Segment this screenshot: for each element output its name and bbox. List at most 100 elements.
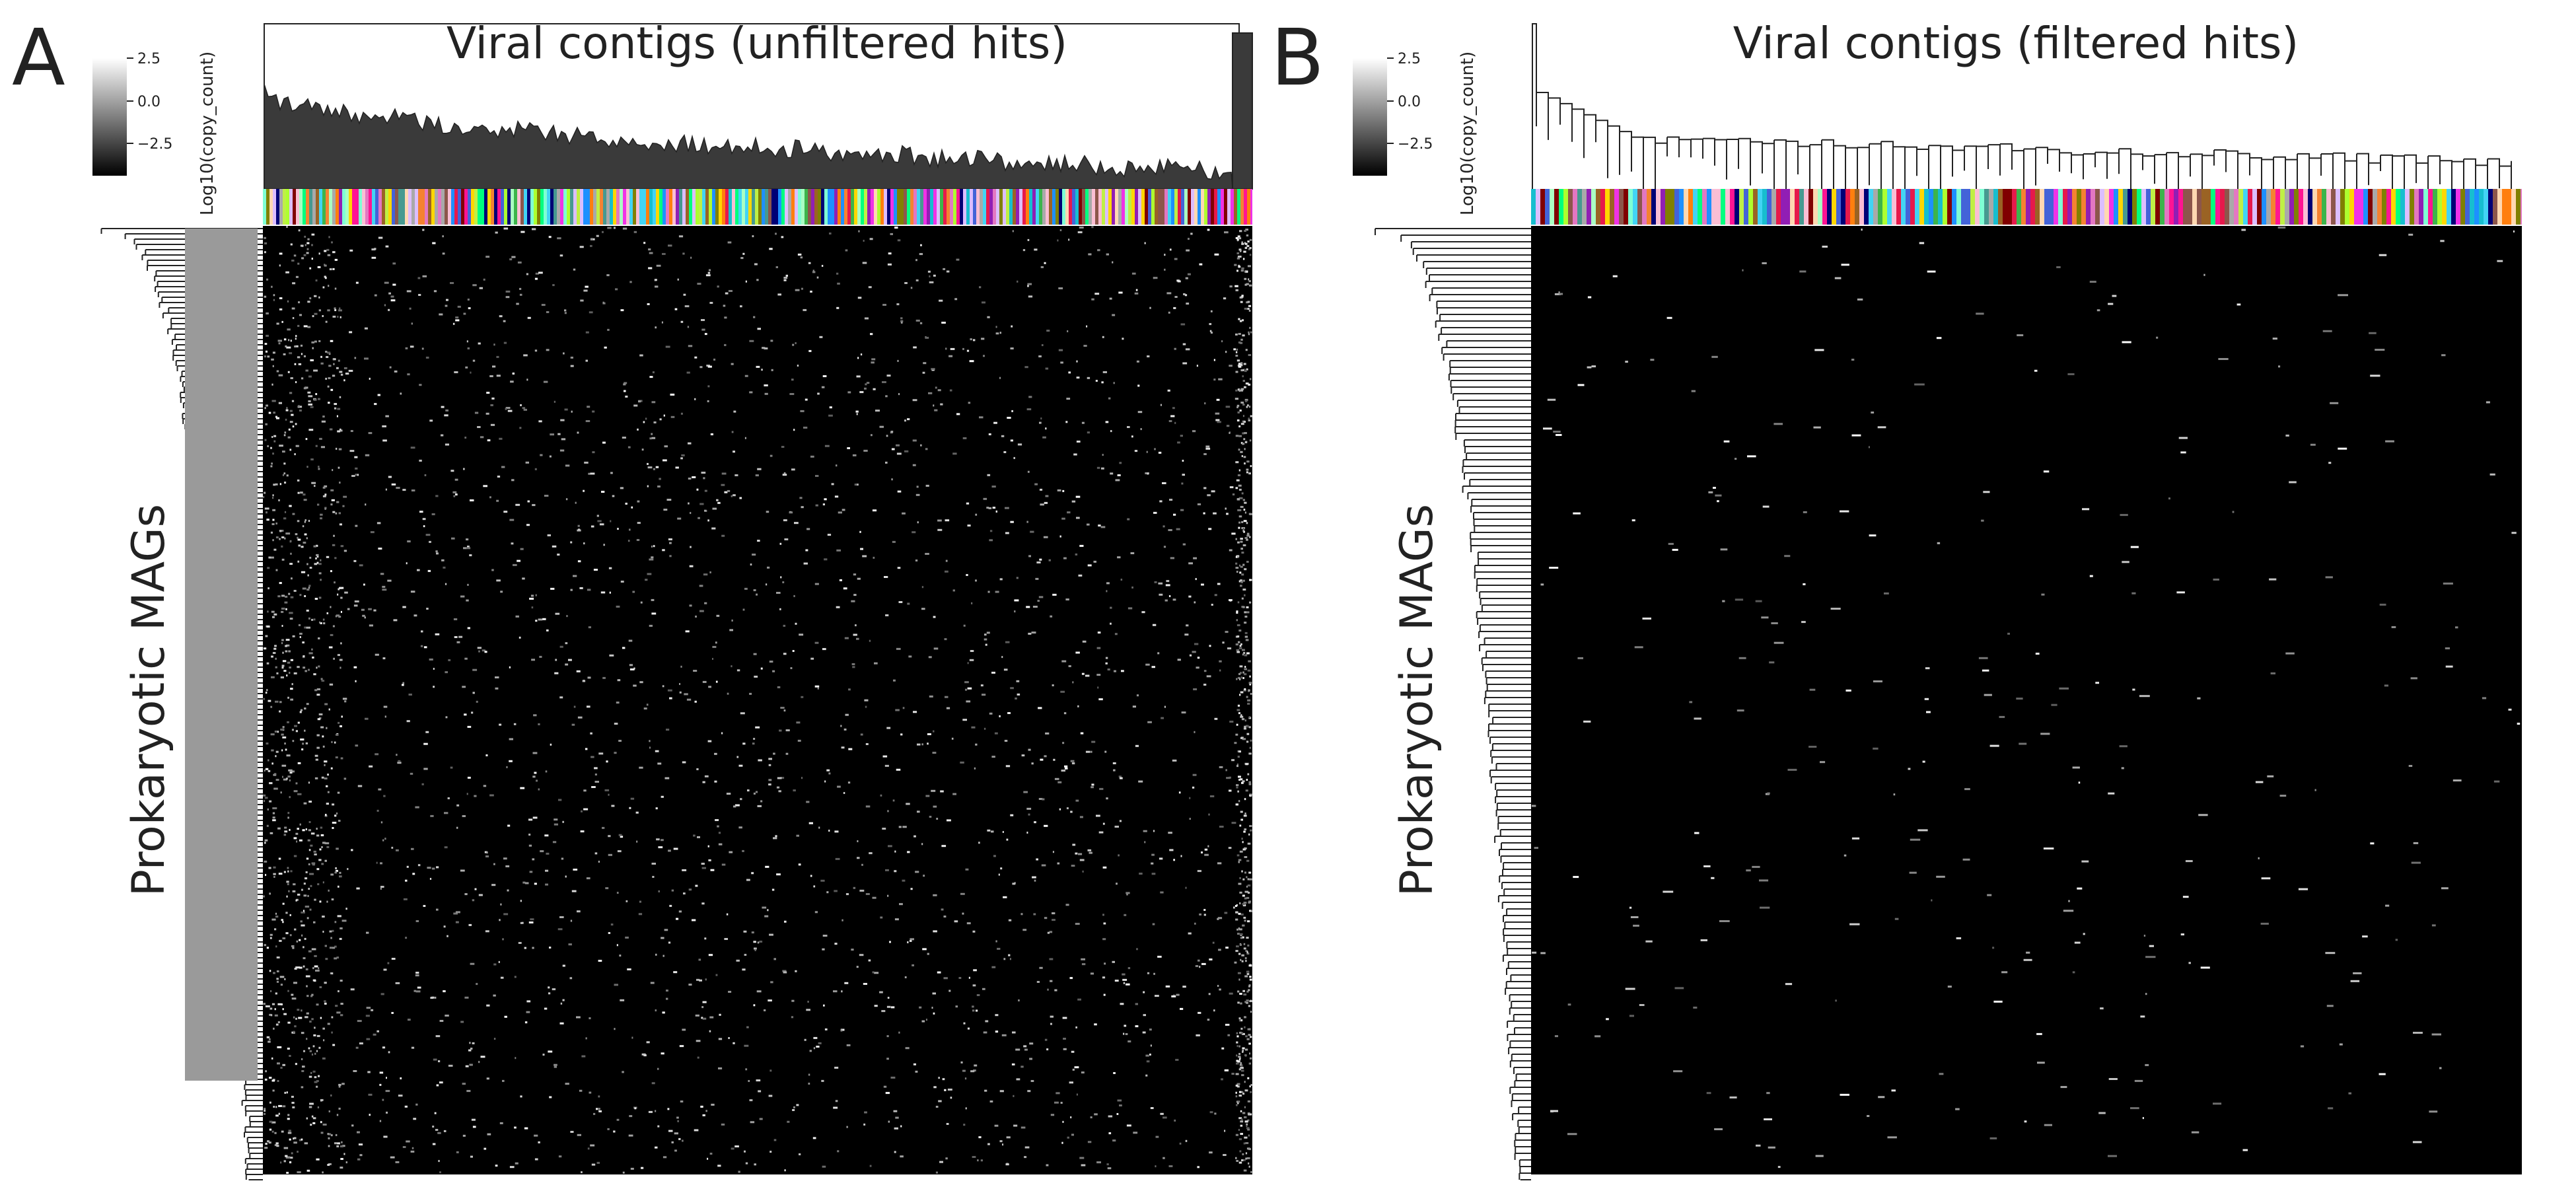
heatmap-hit xyxy=(1841,264,1849,266)
heatmap-hit xyxy=(839,579,842,581)
heatmap-hit xyxy=(307,301,310,303)
heatmap-hit xyxy=(688,442,692,445)
heatmap-hit xyxy=(1199,966,1201,968)
heatmap-hit xyxy=(1081,1071,1085,1074)
heatmap-hit xyxy=(1249,284,1252,287)
heatmap-hit xyxy=(328,1163,330,1166)
heatmap-hit xyxy=(283,1147,289,1149)
heatmap-hit xyxy=(312,315,314,318)
annotation-cell xyxy=(2521,189,2522,225)
heatmap-hit xyxy=(499,919,501,921)
heatmap-hit xyxy=(293,672,297,674)
annotation-cell xyxy=(795,189,798,225)
heatmap-hit xyxy=(293,790,298,793)
heatmap-hit xyxy=(353,1070,357,1072)
heatmap-hit xyxy=(1241,267,1244,270)
heatmap-hit xyxy=(1981,519,1984,522)
heatmap-hit xyxy=(761,369,763,371)
heatmap-hit xyxy=(297,1151,299,1153)
heatmap-hit xyxy=(316,667,318,669)
heatmap-hit xyxy=(1238,1117,1242,1120)
heatmap-hit xyxy=(264,295,267,298)
heatmap-hit xyxy=(1071,1050,1075,1053)
heatmap-hit xyxy=(1170,415,1175,417)
heatmap-hit xyxy=(354,456,358,458)
heatmap-hit xyxy=(320,517,322,520)
heatmap-hit xyxy=(1249,976,1252,978)
heatmap-hit xyxy=(898,601,903,603)
heatmap-hit xyxy=(912,531,916,534)
heatmap-hit xyxy=(598,1110,602,1112)
heatmap-hit xyxy=(1729,1096,1737,1099)
heatmap-hit xyxy=(2497,260,2503,262)
heatmap-hit xyxy=(1159,593,1163,596)
heatmap-hit xyxy=(798,863,801,866)
heatmap-hit xyxy=(301,748,304,750)
heatmap-hit xyxy=(446,299,448,301)
heatmap-hit xyxy=(1236,763,1238,766)
heatmap-hit xyxy=(266,404,268,407)
heatmap-hit xyxy=(1029,1042,1034,1045)
heatmap-hit xyxy=(1244,798,1246,801)
heatmap-hit xyxy=(941,908,944,911)
heatmap-hit xyxy=(437,1132,441,1134)
heatmap-hit xyxy=(529,597,534,600)
heatmap-hit xyxy=(1182,460,1184,462)
heatmap-hit xyxy=(733,410,736,413)
heatmap-hit xyxy=(287,328,291,331)
heatmap-hit xyxy=(649,252,653,254)
heatmap-hit xyxy=(559,1022,564,1025)
heatmap-hit xyxy=(1065,904,1069,906)
heatmap-hit xyxy=(1239,1057,1241,1060)
heatmap-hit xyxy=(717,825,719,828)
heatmap-hit xyxy=(1238,779,1241,781)
heatmap-hit xyxy=(306,985,308,988)
heatmap-hit xyxy=(312,863,315,866)
heatmap-hit xyxy=(622,647,626,649)
heatmap-hit xyxy=(896,444,900,447)
heatmap-hit xyxy=(313,673,316,676)
annotation-cell xyxy=(468,189,471,225)
heatmap-hit xyxy=(1107,1167,1112,1170)
heatmap-hit xyxy=(1118,854,1120,857)
heatmap-hit xyxy=(960,1061,963,1063)
heatmap-hit xyxy=(810,291,812,293)
heatmap-hit xyxy=(311,1018,314,1021)
heatmap-hit xyxy=(1018,999,1020,1001)
heatmap-hit xyxy=(281,558,285,561)
heatmap-hit xyxy=(917,521,919,524)
annotation-cell xyxy=(629,189,633,225)
heatmap-hit xyxy=(814,641,819,644)
heatmap-hit xyxy=(863,449,868,452)
heatmap-hit xyxy=(1015,1048,1020,1051)
annotation-cell xyxy=(342,189,345,225)
heatmap-hit xyxy=(1207,1019,1210,1021)
heatmap-hit xyxy=(1248,383,1251,386)
heatmap-hit xyxy=(355,680,357,682)
heatmap-hit xyxy=(271,918,276,921)
heatmap-hit xyxy=(334,258,338,261)
heatmap-hit xyxy=(1044,262,1046,264)
heatmap-hit xyxy=(1577,384,1585,386)
heatmap-hit xyxy=(315,758,318,761)
heatmap-hit xyxy=(345,1161,347,1164)
heatmap-hit xyxy=(789,511,793,514)
heatmap-hit xyxy=(1087,431,1090,434)
heatmap-hit xyxy=(509,666,511,668)
heatmap-hit xyxy=(340,596,343,599)
heatmap-hit xyxy=(1803,583,1806,585)
heatmap-hit xyxy=(726,913,729,916)
heatmap-hit xyxy=(694,700,697,703)
heatmap-hit xyxy=(441,434,444,437)
heatmap-hit xyxy=(1820,761,1826,764)
heatmap-hit xyxy=(1046,1048,1049,1051)
heatmap-hit xyxy=(591,1163,596,1166)
heatmap-hit xyxy=(602,301,604,304)
heatmap-hit xyxy=(814,911,818,914)
heatmap-hit xyxy=(304,519,306,522)
heatmap-hit xyxy=(565,498,568,501)
heatmap-hit xyxy=(374,294,377,297)
panel-a-letter: A xyxy=(12,12,65,103)
heatmap-hit xyxy=(664,777,670,779)
heatmap-hit xyxy=(1235,355,1238,357)
